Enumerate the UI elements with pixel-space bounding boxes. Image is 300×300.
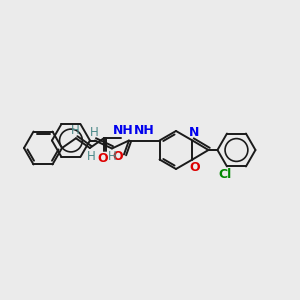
Text: O: O bbox=[189, 161, 200, 174]
Text: NH: NH bbox=[134, 124, 154, 137]
Text: Cl: Cl bbox=[218, 168, 232, 181]
Text: H: H bbox=[86, 149, 95, 163]
Text: NH: NH bbox=[112, 124, 133, 137]
Text: O: O bbox=[112, 150, 123, 163]
Text: H: H bbox=[90, 126, 98, 139]
Text: H: H bbox=[70, 124, 79, 137]
Text: H: H bbox=[108, 150, 116, 163]
Text: N: N bbox=[189, 126, 200, 139]
Text: O: O bbox=[98, 152, 108, 165]
